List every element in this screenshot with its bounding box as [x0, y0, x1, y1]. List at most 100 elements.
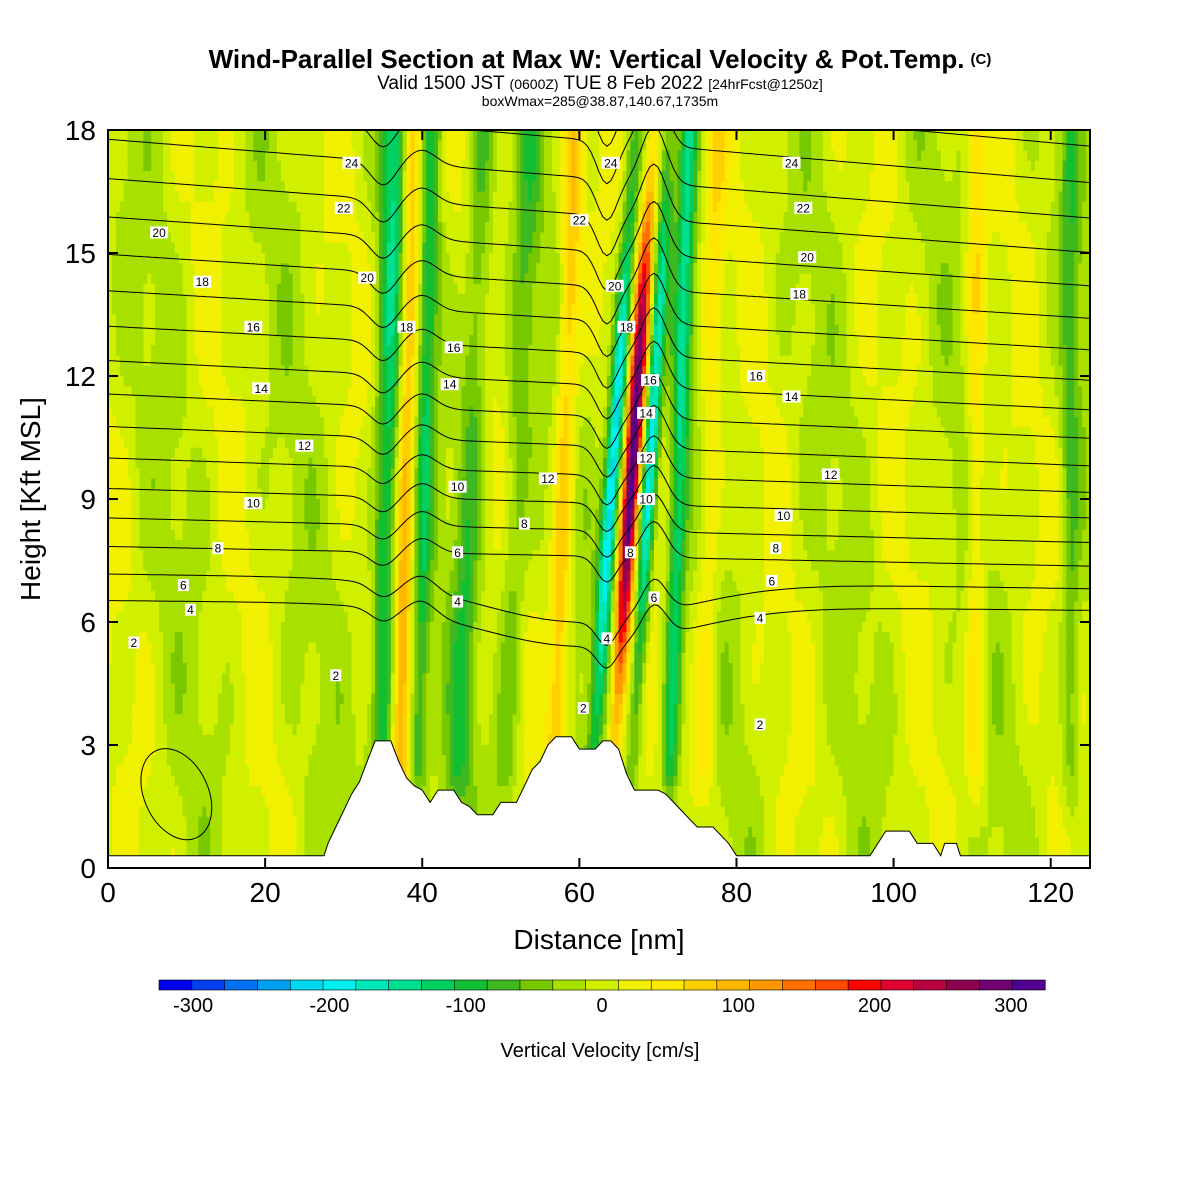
w-cell	[316, 222, 321, 234]
w-cell	[1070, 263, 1075, 275]
w-cell	[108, 294, 113, 305]
w-cell	[944, 283, 950, 295]
w-cell	[697, 150, 702, 162]
w-cell	[143, 253, 148, 264]
w-cell	[363, 181, 368, 193]
w-cell	[1038, 253, 1044, 264]
w-cell	[669, 222, 675, 234]
w-cell	[489, 150, 494, 162]
w-cell	[987, 181, 993, 193]
w-cell	[233, 212, 239, 223]
w-cell	[712, 294, 718, 305]
w-cell	[300, 263, 305, 275]
w-cell	[1042, 181, 1048, 193]
w-cell	[705, 324, 710, 336]
w-cell	[956, 130, 961, 141]
w-cell	[917, 191, 922, 203]
w-cell	[547, 150, 553, 162]
w-cell	[414, 222, 419, 234]
w-cell	[850, 263, 855, 275]
w-cell	[897, 130, 903, 141]
w-cell	[469, 324, 474, 336]
w-cell	[685, 294, 690, 305]
w-cell	[159, 273, 164, 285]
w-cell	[767, 171, 773, 182]
w-cell	[375, 314, 380, 326]
w-cell	[194, 222, 199, 234]
w-cell	[791, 130, 796, 141]
w-cell	[932, 263, 938, 275]
w-cell	[866, 324, 871, 336]
w-cell	[159, 304, 164, 316]
w-cell	[406, 160, 412, 172]
w-cell	[170, 140, 176, 152]
w-cell	[123, 232, 129, 244]
w-cell	[194, 201, 199, 213]
w-cell	[862, 263, 867, 275]
w-cell	[775, 160, 781, 172]
w-cell	[1054, 222, 1060, 234]
w-cell	[331, 273, 337, 285]
w-cell	[375, 150, 380, 162]
w-cell	[999, 181, 1005, 193]
w-cell	[265, 324, 270, 336]
w-cell	[410, 212, 415, 223]
w-cell	[296, 324, 302, 336]
w-cell	[1078, 294, 1083, 305]
w-cell	[771, 232, 777, 244]
w-cell	[155, 294, 160, 305]
w-cell	[119, 263, 125, 275]
w-cell	[866, 140, 871, 152]
w-cell	[111, 314, 117, 326]
w-cell	[351, 324, 357, 336]
w-cell	[752, 160, 757, 172]
w-cell	[921, 150, 926, 162]
w-cell	[622, 273, 628, 285]
w-cell	[579, 160, 584, 172]
w-cell	[610, 232, 616, 244]
w-cell	[815, 140, 820, 152]
w-cell	[206, 150, 211, 162]
w-cell	[249, 273, 254, 285]
w-cell	[948, 171, 954, 182]
w-cell	[720, 232, 726, 244]
w-cell	[897, 314, 903, 326]
w-cell	[1062, 294, 1068, 305]
w-cell	[638, 222, 643, 234]
w-cell	[151, 201, 156, 213]
w-cell	[465, 253, 470, 264]
w-cell	[1035, 294, 1040, 305]
w-cell	[108, 171, 113, 182]
w-cell	[331, 304, 337, 316]
w-cell	[229, 130, 235, 141]
w-cell	[606, 150, 612, 162]
w-cell	[166, 232, 172, 244]
w-cell	[925, 160, 930, 172]
w-cell	[316, 294, 321, 305]
w-cell	[740, 150, 745, 162]
w-cell	[901, 263, 906, 275]
w-cell	[449, 324, 455, 336]
w-cell	[1003, 283, 1009, 295]
w-cell	[897, 304, 903, 316]
w-cell	[850, 222, 855, 234]
w-cell	[339, 160, 345, 172]
w-cell	[901, 232, 906, 244]
w-cell	[371, 283, 376, 295]
w-cell	[1046, 130, 1052, 141]
w-cell	[830, 150, 836, 162]
w-cell	[339, 181, 345, 193]
w-cell	[304, 181, 309, 193]
w-cell	[638, 171, 643, 182]
w-cell	[375, 242, 380, 254]
w-cell	[1074, 130, 1079, 141]
w-cell	[473, 171, 478, 182]
w-cell	[575, 160, 580, 172]
w-cell	[1003, 294, 1009, 305]
w-cell	[544, 160, 549, 172]
w-cell	[1007, 222, 1013, 234]
w-cell	[111, 191, 117, 203]
w-cell	[1066, 294, 1071, 305]
w-cell	[606, 130, 612, 141]
w-cell	[583, 314, 588, 326]
